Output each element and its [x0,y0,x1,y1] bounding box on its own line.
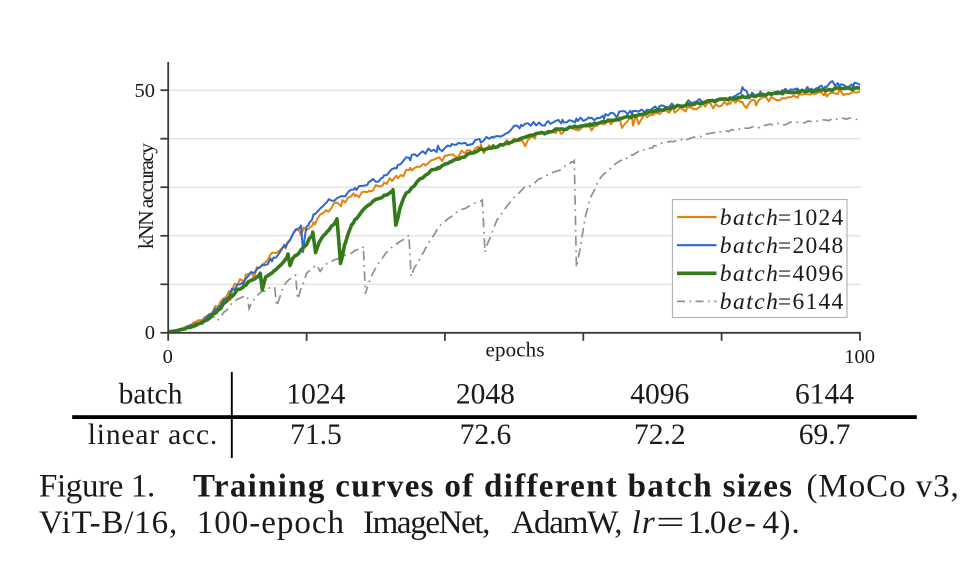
svg-text:ImageNet,: ImageNet, [363,505,490,541]
svg-text:0: 0 [145,322,155,344]
svg-text:=4096: =4096 [778,261,844,287]
svg-text:0: 0 [163,346,173,368]
svg-text:72.2: 72.2 [634,419,686,451]
svg-text:ViT-B/16,: ViT-B/16, [39,505,177,541]
svg-text:AdamW,: AdamW, [511,505,622,541]
svg-text:72.6: 72.6 [460,419,512,451]
svg-text:e: e [728,505,743,541]
svg-text:100: 100 [844,346,875,368]
svg-text:1024: 1024 [286,379,345,411]
svg-text:batch: batch [720,261,778,287]
svg-text:batch: batch [720,233,778,259]
svg-text:6144: 6144 [795,379,854,411]
svg-text:epochs: epochs [486,338,545,362]
svg-text:4096: 4096 [630,379,689,411]
svg-text:50: 50 [135,80,156,102]
svg-text:=2048: =2048 [778,233,843,259]
svg-text:lr: lr [632,505,655,541]
svg-text:kNN accuracy: kNN accuracy [134,143,158,249]
svg-text:=6144: =6144 [778,289,844,315]
svg-text:): ) [780,505,791,541]
svg-text:batch: batch [720,289,778,315]
svg-text:batch: batch [720,205,778,231]
svg-text:100-epoch: 100-epoch [197,505,345,541]
svg-text:linear acc.: linear acc. [88,419,218,451]
svg-text:-4: -4 [745,505,779,541]
svg-text:batch: batch [119,379,183,411]
svg-text:71.5: 71.5 [290,419,342,451]
svg-text:(MoCo v3,: (MoCo v3, [807,469,959,505]
svg-text:69.7: 69.7 [799,419,851,451]
svg-text:Figure 1.: Figure 1. [39,469,155,505]
svg-text:=1024: =1024 [778,205,844,231]
svg-text:=: = [656,505,685,541]
svg-text:.: . [792,505,800,541]
svg-text:1.0: 1.0 [688,505,727,541]
svg-text:Training curves of different b: Training curves of different batch sizes [193,469,792,505]
svg-text:2048: 2048 [456,379,515,411]
